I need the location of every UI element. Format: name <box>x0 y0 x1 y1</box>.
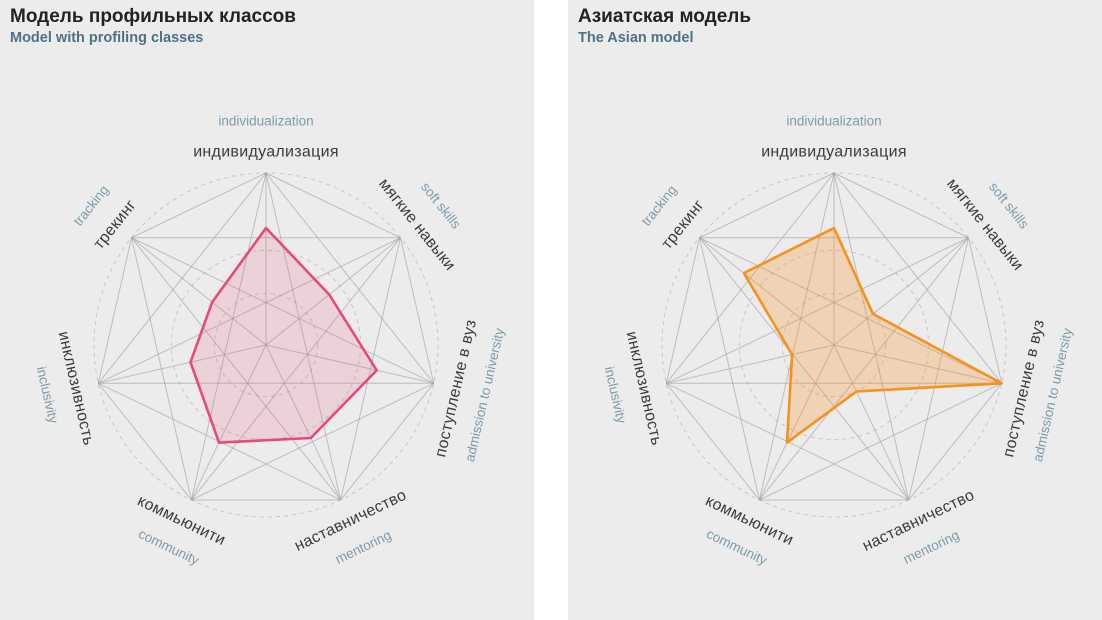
panel-profiling-classes: Модель профильных классов Model with pro… <box>0 0 534 620</box>
grid-web <box>97 172 435 501</box>
grid-chord <box>98 237 401 384</box>
grid-chord <box>131 237 342 501</box>
axis-spoke <box>131 237 267 346</box>
axis-label-en: individualization <box>786 114 881 129</box>
grid-chord <box>699 237 910 501</box>
data-polygon <box>742 226 1004 444</box>
axis-label-en: tracking <box>638 182 679 228</box>
axis-label-ru: индивидуализация <box>193 144 339 161</box>
radar-chart-asian-model: индивидуализация individualization мягкие … <box>602 114 1076 568</box>
axis-spoke <box>265 237 401 346</box>
grid-chord <box>666 237 969 384</box>
grid-chord <box>265 172 401 239</box>
axis-spoke <box>190 344 267 501</box>
grid-chord <box>97 382 192 501</box>
grid-chord <box>967 237 1003 384</box>
grid-chord <box>131 237 434 384</box>
chart-subtitle-en: The Asian model <box>578 29 694 46</box>
panel-header-right: Азиатская модель The Asian model <box>578 6 751 47</box>
grid-chord <box>758 237 969 501</box>
grid-chord <box>758 172 835 501</box>
axis-label-ru: инклюзивность <box>623 330 665 447</box>
axis-spoke <box>758 344 835 501</box>
grid-chord <box>833 172 969 239</box>
axis-spoke <box>833 344 1002 384</box>
axis-spoke <box>833 237 969 346</box>
grid-chord <box>131 172 267 239</box>
grid-chord <box>190 172 267 501</box>
grid-chord <box>665 382 760 501</box>
axis-label-en: inclusivity <box>602 365 630 425</box>
grid-chord <box>265 172 342 501</box>
axis-label-en: tracking <box>70 182 111 228</box>
grid-chord <box>665 237 701 384</box>
chart-title-ru: Модель профильных классов <box>10 6 296 27</box>
grid-chord <box>908 382 1003 501</box>
axis-spoke <box>699 237 835 346</box>
axis-label-ru: мягкие навыки <box>375 176 458 274</box>
grid-chord <box>340 382 435 501</box>
grid-chord <box>399 237 435 384</box>
chart-subtitle-en: Model with profiling classes <box>10 29 204 46</box>
axis-spoke <box>833 344 910 501</box>
grid-chord <box>97 237 133 384</box>
axis-spoke <box>265 344 434 384</box>
data-polygon <box>189 226 379 444</box>
grid-web <box>665 172 1003 501</box>
panel-asian-model: Азиатская модель The Asian model индивид… <box>568 0 1102 620</box>
grid-chord <box>833 172 910 501</box>
axis-label-ru: мягкие навыки <box>943 176 1026 274</box>
axis-label-ru: инклюзивность <box>55 330 97 447</box>
panel-header-left: Модель профильных классов Model with pro… <box>10 6 296 47</box>
grid-chord <box>190 237 401 501</box>
axis-label-en: individualization <box>218 114 313 129</box>
chart-title-ru: Азиатская модель <box>578 6 752 27</box>
radar-chart-profiling-classes: индивидуализация individualization мягкие … <box>34 114 508 568</box>
grid-chord <box>699 172 835 239</box>
axis-label-en: inclusivity <box>34 365 62 425</box>
axis-label-ru: индивидуализация <box>761 144 907 161</box>
axis-spoke <box>265 344 342 501</box>
grid-chord <box>699 237 1002 384</box>
axis-spoke <box>666 344 835 384</box>
axis-spoke <box>98 344 267 384</box>
